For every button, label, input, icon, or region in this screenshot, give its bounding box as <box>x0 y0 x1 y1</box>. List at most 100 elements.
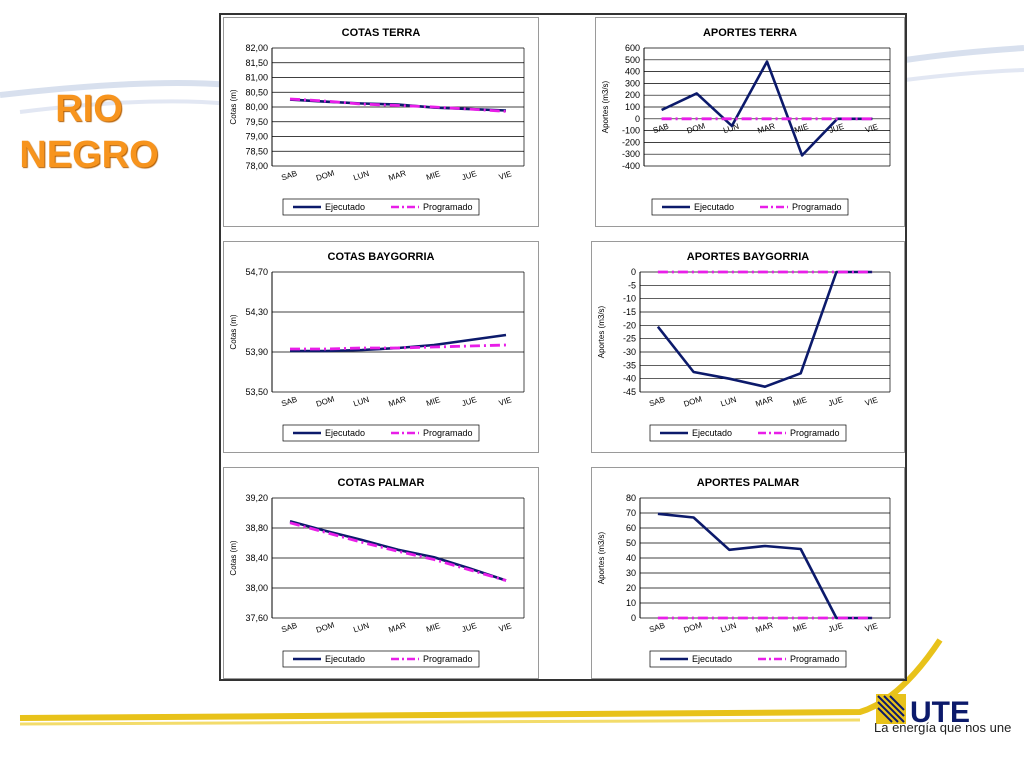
legend-box <box>282 198 480 216</box>
y-tick-label: -30 <box>623 347 636 357</box>
y-tick-label: 54,70 <box>245 267 268 277</box>
x-tick-label: LUN <box>720 621 738 635</box>
y-tick-label: 30 <box>626 568 636 578</box>
legend-box <box>282 424 480 442</box>
x-tick-label: VIE <box>864 122 879 135</box>
x-tick-label: MAR <box>387 169 407 183</box>
x-tick-label: MAR <box>754 621 774 635</box>
y-tick-label: 53,50 <box>245 387 268 397</box>
x-tick-label: VIE <box>498 395 513 408</box>
series-line-ejecutado <box>289 520 507 582</box>
y-tick-label: -5 <box>628 280 636 290</box>
y-tick-label: 400 <box>625 67 640 77</box>
x-tick-label: LUN <box>720 395 738 409</box>
x-tick-label: DOM <box>683 394 704 408</box>
cotas-terra-svg: COTAS TERRA 78,00 78,50 79,00 79,50 80,00 80,5… <box>229 27 525 216</box>
x-tick-label: MAR <box>387 621 407 635</box>
slide-title-line2: NEGRO <box>19 134 159 176</box>
ute-logo-mark <box>876 694 906 724</box>
x-tick-label: MIE <box>425 395 441 408</box>
y-tick-label: 37,60 <box>245 613 268 623</box>
charts-panel: COTAS TERRA 78,00 78,50 79,00 79,50 80,00 80,5… <box>219 13 907 681</box>
x-tick-label: SAB <box>648 621 666 635</box>
y-tick-label: 80,50 <box>245 87 268 97</box>
y-tick-label: 80 <box>626 493 636 503</box>
y-tick-label: 50 <box>626 538 636 548</box>
x-tick-label: JUE <box>828 122 845 135</box>
legend-label: Ejecutado <box>325 428 365 438</box>
y-axis-label: Cotas (m) <box>229 540 238 575</box>
y-tick-label: 54,30 <box>245 307 268 317</box>
chart-cotas-palmar: COTAS PALMAR 37,60 38,00 38,40 38,80 39,20 Cot… <box>223 467 539 679</box>
x-tick-label: SAB <box>280 169 298 183</box>
y-tick-label: 0 <box>631 613 636 623</box>
y-tick-label: -45 <box>623 387 636 397</box>
y-tick-label: 60 <box>626 523 636 533</box>
y-axis-label: Cotas (m) <box>229 314 238 349</box>
ute-logo: UTE <box>876 694 970 729</box>
legend-label: Programado <box>423 202 473 212</box>
slide-title: RIO NEGRO <box>14 86 164 178</box>
y-axis-label: Aportes (m3/s) <box>601 80 610 133</box>
x-tick-label: SAB <box>652 122 670 136</box>
y-tick-label: 200 <box>625 90 640 100</box>
y-tick-label: 53,90 <box>245 347 268 357</box>
y-tick-label: -400 <box>622 161 640 171</box>
legend-label: Programado <box>792 202 842 212</box>
x-tick-label: JUE <box>461 169 478 182</box>
y-tick-label: 38,40 <box>245 553 268 563</box>
aportes-terra-svg: APORTES TERRA -400 -300 -200-100 0 100 200 3004… <box>601 27 891 216</box>
y-tick-label: 40 <box>626 553 636 563</box>
legend-label: Ejecutado <box>692 654 732 664</box>
chart-cotas-baygorria: COTAS BAYGORRIA 53,50 53,90 54,30 54,70 Cotas… <box>223 241 539 453</box>
chart-aportes-palmar: APORTES PALMAR 0 10 20 30 40 50 60 70 80 Aportes (… <box>591 467 905 679</box>
x-tick-label: SAB <box>648 395 666 409</box>
y-tick-label: 600 <box>625 43 640 53</box>
y-tick-label: 10 <box>626 598 636 608</box>
x-tick-label: DOM <box>686 121 707 135</box>
y-tick-label: 0 <box>635 114 640 124</box>
series-line-ejecutado <box>661 60 873 157</box>
brand-tagline: La energía que nos une <box>874 720 1012 735</box>
slide-title-line1: RIO <box>55 88 123 130</box>
legend-box <box>649 424 847 442</box>
y-tick-label: 39,20 <box>245 493 268 503</box>
y-tick-label: 79,50 <box>245 117 268 127</box>
y-tick-label: -300 <box>622 149 640 159</box>
y-tick-label: -15 <box>623 307 636 317</box>
x-tick-label: MAR <box>754 395 774 409</box>
x-tick-label: SAB <box>280 621 298 635</box>
ute-logo-text: UTE <box>910 696 970 729</box>
x-tick-label: SAB <box>280 395 298 409</box>
x-tick-label: MIE <box>792 621 808 634</box>
legend-box <box>282 650 480 668</box>
y-tick-label: 78,00 <box>245 161 268 171</box>
series-line-ejecutado <box>657 512 873 620</box>
y-tick-label: 70 <box>626 508 636 518</box>
bottom-gold-stripe <box>19 638 943 721</box>
y-tick-label: 500 <box>625 55 640 65</box>
series-line-programado <box>289 97 507 113</box>
y-tick-label: 80,00 <box>245 102 268 112</box>
chart-aportes-terra: APORTES TERRA -400 -300 -200 -100 0 100 200 300 4… <box>595 17 905 227</box>
y-tick-label: 82,00 <box>245 43 268 53</box>
x-tick-label: MIE <box>425 169 441 182</box>
y-tick-label: 0 <box>631 267 636 277</box>
y-tick-label: -10 <box>623 294 636 304</box>
x-tick-label: JUE <box>461 621 478 634</box>
y-tick-label: 81,50 <box>245 58 268 68</box>
x-tick-label: VIE <box>864 395 879 408</box>
y-tick-label: 78,50 <box>245 146 268 156</box>
y-tick-label: 79,00 <box>245 132 268 142</box>
x-tick-label: DOM <box>683 620 704 634</box>
legend-label: Programado <box>790 428 840 438</box>
y-tick-label: -25 <box>623 334 636 344</box>
x-tick-label: LUN <box>352 395 370 409</box>
x-tick-label: DOM <box>315 168 336 182</box>
legend-label: Ejecutado <box>692 428 732 438</box>
y-axis-label: Cotas (m) <box>229 89 238 124</box>
series-line-programado <box>290 343 507 351</box>
x-tick-label: VIE <box>498 621 513 634</box>
y-tick-label: -35 <box>623 360 636 370</box>
legend-label: Ejecutado <box>694 202 734 212</box>
